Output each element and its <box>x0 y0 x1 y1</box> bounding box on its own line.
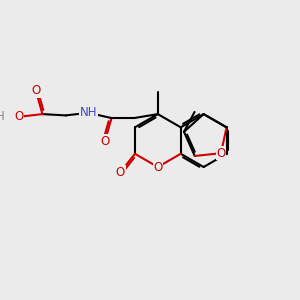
Text: O: O <box>15 110 24 123</box>
Text: H: H <box>0 110 5 123</box>
Text: O: O <box>100 135 110 148</box>
Text: NH: NH <box>80 106 97 119</box>
Text: O: O <box>216 147 226 160</box>
Text: O: O <box>116 166 125 179</box>
Text: O: O <box>153 160 162 173</box>
Text: O: O <box>31 84 40 97</box>
